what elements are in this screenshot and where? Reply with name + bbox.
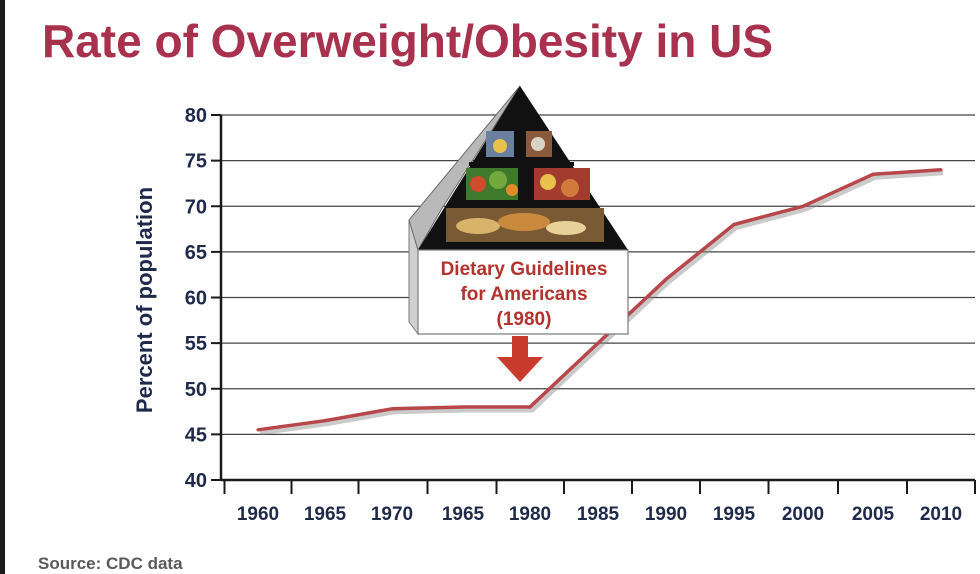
y-axis-label: Percent of population	[132, 187, 157, 413]
data-point-9	[871, 172, 875, 176]
data-point-1	[323, 419, 327, 423]
xtick-label-5: 1985	[577, 504, 620, 525]
data-point-3	[461, 405, 465, 409]
data-point-6	[664, 277, 668, 281]
source-note: Source: CDC data	[38, 554, 183, 573]
grid-lines	[221, 114, 975, 436]
ytick-label-8: 80	[185, 105, 207, 127]
data-point-5	[596, 341, 600, 345]
chart-title: Rate of Overweight/Obesity in US	[42, 15, 774, 67]
xtick-label-2: 1970	[371, 504, 413, 525]
ytick-label-6: 70	[185, 196, 207, 218]
xtick-label-4: 1980	[509, 504, 551, 525]
food-pyramid-icon	[408, 85, 629, 336]
xtick-label-7: 1995	[713, 504, 756, 525]
ytick-label-0: 40	[185, 470, 207, 492]
xtick-label-1: 1965	[304, 504, 347, 525]
y-ticks: 40 45 50 55 60 65 70 75 80	[185, 105, 221, 492]
series-shadow-0	[259, 170, 944, 436]
xtick-label-0: 1960	[237, 504, 279, 525]
down-arrow-icon	[497, 336, 543, 382]
annotation-line-2: for Americans	[460, 284, 587, 305]
data-point-0	[256, 428, 260, 432]
ytick-label-4: 60	[185, 288, 207, 310]
xtick-label-8: 2000	[782, 504, 824, 525]
xtick-label-9: 2005	[852, 504, 895, 525]
ytick-label-5: 65	[185, 242, 207, 264]
data-point-8	[801, 204, 805, 208]
xtick-label-10: 2010	[920, 504, 962, 525]
left-border	[0, 0, 5, 574]
data-point-10	[939, 168, 943, 172]
series	[256, 168, 944, 436]
xtick-label-3: 1965	[442, 504, 485, 525]
ytick-label-1: 45	[185, 424, 207, 446]
data-point-7	[732, 222, 736, 227]
xtick-label-6: 1990	[645, 504, 687, 525]
ytick-label-2: 50	[185, 379, 207, 401]
x-ticks: 1960 1965 1970 1965 1980 1985 1990 1995 2000 2005…	[223, 480, 976, 525]
annotation-line-1: Dietary Guidelines	[441, 259, 608, 280]
ytick-label-3: 55	[185, 333, 207, 355]
data-point-4	[528, 405, 532, 409]
data-point-2	[390, 407, 394, 411]
ytick-label-7: 75	[185, 151, 207, 173]
annotation-line-3: (1980)	[497, 309, 552, 330]
